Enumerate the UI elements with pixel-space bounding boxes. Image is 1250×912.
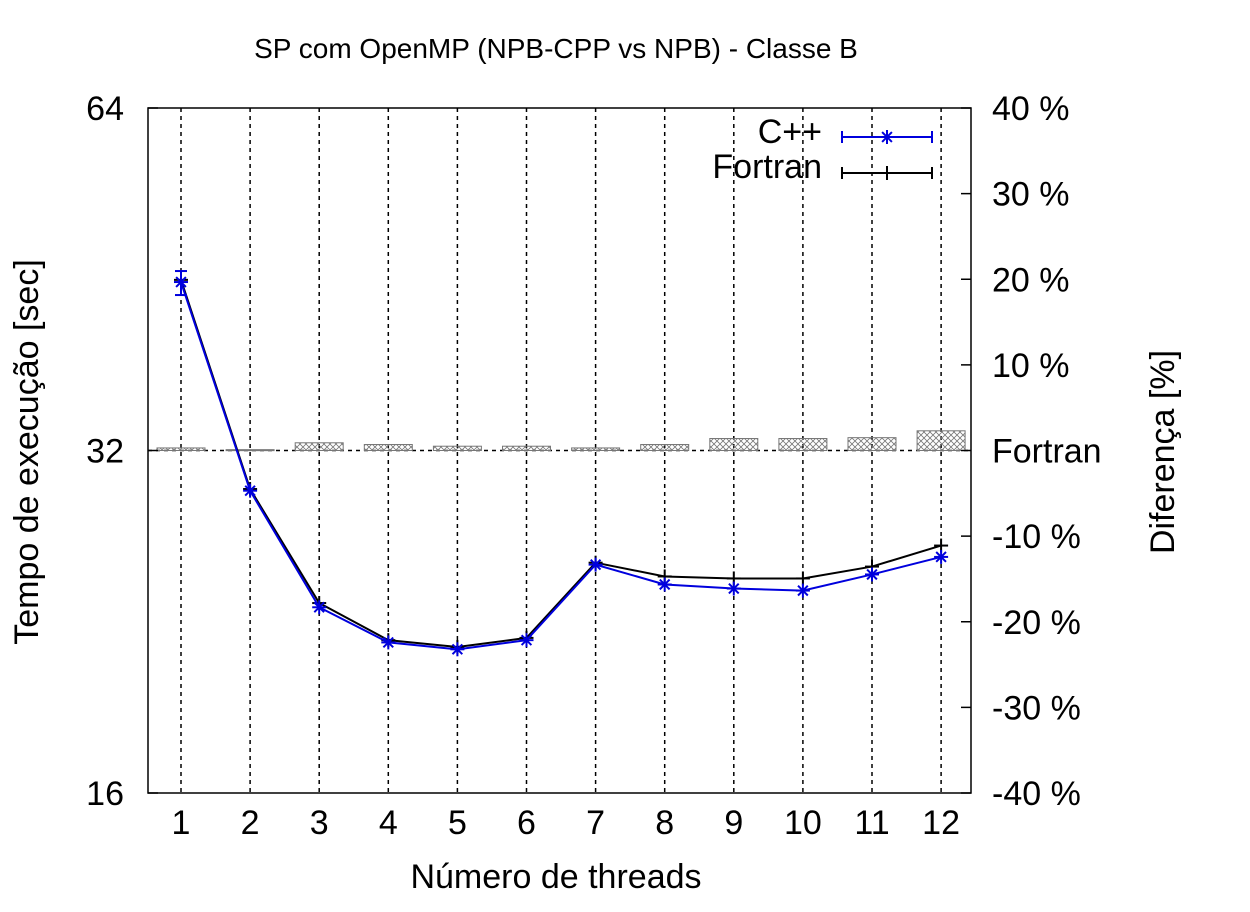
- series-lines: [174, 270, 949, 657]
- grid-lines: [148, 108, 971, 793]
- data-point-cpp-6-d2: [520, 634, 533, 646]
- y-axis-label: Tempo de execução [sec]: [8, 259, 46, 645]
- legend: C++ Fortran: [712, 113, 933, 186]
- legend-label-fortran: Fortran: [712, 148, 822, 186]
- x-tick-label-9: 9: [724, 804, 743, 842]
- chart-title: SP com OpenMP (NPB-CPP vs NPB) - Classe …: [254, 33, 858, 64]
- difference-bar-12: [916, 430, 966, 451]
- data-point-cpp-5: [450, 642, 465, 657]
- y2-tick-label-3: -10 %: [992, 518, 1081, 556]
- difference-bar-10: [778, 438, 828, 452]
- data-point-cpp-2-d2: [244, 485, 256, 497]
- difference-bar-11: [847, 437, 897, 451]
- x-tick-label-10: 10: [784, 804, 822, 842]
- data-point-cpp-5-d2: [451, 643, 464, 655]
- data-point-cpp-8-d2: [659, 578, 671, 591]
- y2-tick-label-6: 20 %: [992, 261, 1070, 299]
- y2-tick-label-4: Fortran: [992, 433, 1102, 471]
- data-point-cpp-7: [588, 557, 603, 572]
- data-point-cpp-7-d2: [589, 559, 602, 571]
- y2-tick-label-5: 10 %: [992, 347, 1070, 385]
- data-point-cpp-12-d2: [935, 551, 947, 563]
- legend-marker-0-d2: [881, 131, 893, 143]
- y2-tick-label-8: 40 %: [992, 90, 1070, 128]
- series-line-fortran: [180, 279, 942, 649]
- data-point-cpp-10-d2: [797, 584, 809, 597]
- data-point-cpp-9: [726, 581, 741, 596]
- x-tick-label-1: 1: [172, 804, 191, 842]
- data-point-cpp-8: [657, 577, 672, 592]
- y2-axis-label: Diferença [%]: [1144, 350, 1182, 554]
- series-line-cpp: [180, 281, 942, 651]
- difference-bar-3: [294, 442, 344, 452]
- data-point-cpp-4: [381, 635, 396, 650]
- x-axis-label: Número de threads: [410, 858, 701, 896]
- difference-bar-5: [432, 445, 482, 451]
- data-point-fortran-10: [795, 571, 810, 586]
- data-point-cpp-6: [519, 633, 534, 648]
- data-point-cpp-11: [865, 567, 879, 582]
- y2-tick-label-1: -30 %: [992, 689, 1081, 727]
- legend-key-fortran: [841, 166, 933, 180]
- y2-tick-label-2: -20 %: [992, 604, 1081, 642]
- y-tick-label-16: 16: [86, 775, 124, 813]
- x-tick-label-2: 2: [241, 804, 260, 842]
- legend-marker-0: [880, 130, 894, 144]
- x-tick-label-12: 12: [922, 804, 960, 842]
- data-point-cpp-3-d2: [313, 601, 325, 613]
- x-tick-label-3: 3: [310, 804, 329, 842]
- difference-bar-8: [640, 444, 690, 452]
- y-tick-label-64: 64: [86, 90, 124, 128]
- x-tick-label-8: 8: [655, 804, 674, 842]
- difference-bar-4: [363, 444, 413, 452]
- x-tick-label-4: 4: [379, 804, 398, 842]
- difference-bar-2: [225, 449, 275, 452]
- y2-tick-label-0: -40 %: [992, 775, 1081, 813]
- legend-marker-1: [880, 166, 894, 180]
- data-point-cpp-2: [243, 483, 258, 498]
- difference-bar-9: [709, 438, 759, 452]
- difference-bar-7: [571, 447, 621, 451]
- data-point-cpp-11-d2: [866, 568, 878, 581]
- legend-key-cpp: [841, 130, 933, 144]
- x-tick-label-11: 11: [854, 804, 889, 842]
- x-tick-label-7: 7: [586, 804, 605, 842]
- data-point-cpp-9-d2: [728, 582, 740, 595]
- y-tick-label-32: 32: [86, 433, 124, 471]
- data-point-cpp-12: [934, 549, 949, 564]
- difference-bar-6: [502, 445, 551, 451]
- data-point-cpp-4-d2: [382, 636, 394, 649]
- data-point-cpp-3: [312, 600, 327, 615]
- legend-label-cpp: C++: [758, 113, 822, 151]
- data-point-cpp-10: [795, 583, 810, 598]
- y2-tick-label-7: 30 %: [992, 176, 1070, 214]
- x-tick-label-5: 5: [448, 804, 467, 842]
- difference-bars: [156, 430, 966, 452]
- difference-bar-1: [156, 447, 206, 451]
- x-tick-label-6: 6: [517, 804, 536, 842]
